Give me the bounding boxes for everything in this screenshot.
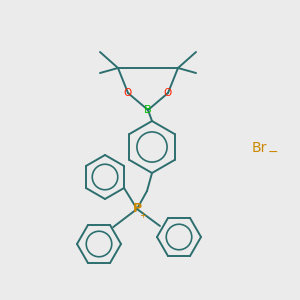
Text: −: − <box>268 146 278 158</box>
Text: O: O <box>124 88 132 98</box>
Text: O: O <box>164 88 172 98</box>
Text: Br: Br <box>252 141 267 155</box>
Text: +: + <box>140 211 146 220</box>
Text: P: P <box>132 202 142 215</box>
Text: B: B <box>144 105 152 115</box>
